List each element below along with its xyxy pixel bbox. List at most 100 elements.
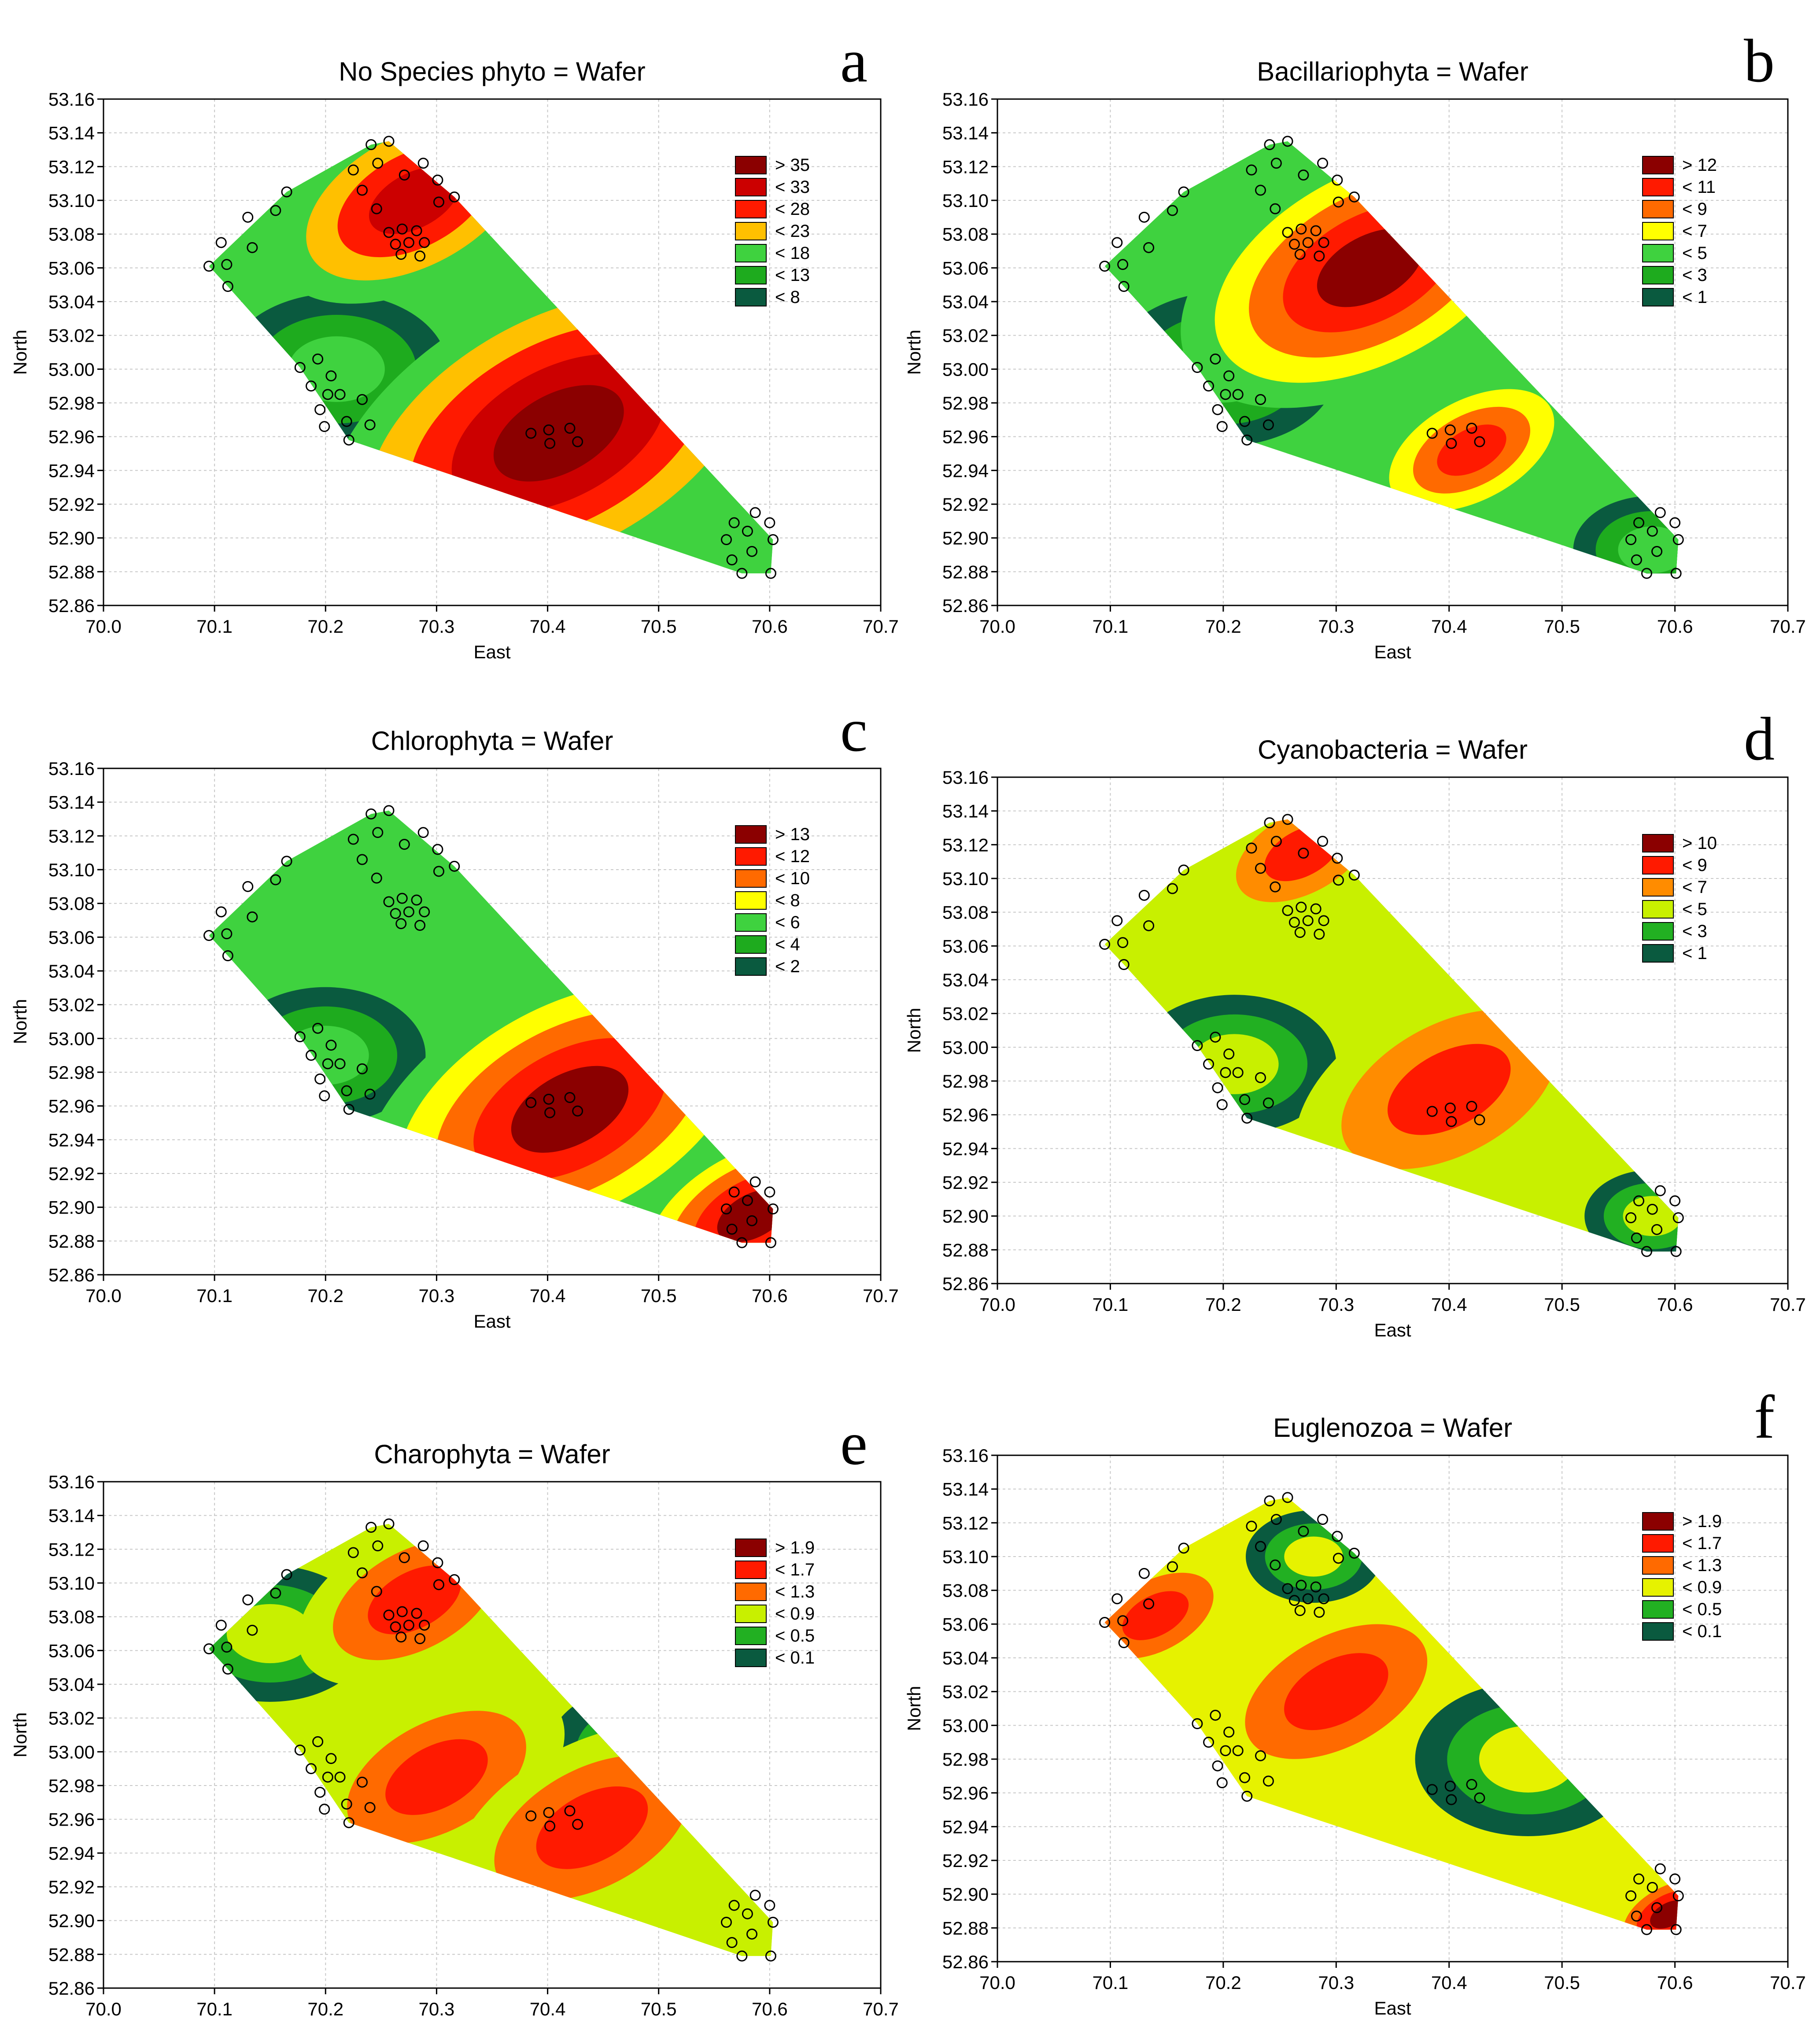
contour-band-high	[1437, 424, 1506, 476]
legend-swatch	[735, 1561, 767, 1579]
sampling-point	[203, 261, 215, 272]
sampling-point	[306, 380, 317, 392]
legend-label: < 12	[775, 847, 810, 866]
sampling-point	[1444, 1780, 1456, 1792]
x-tick-label: 70.3	[419, 1285, 455, 1306]
y-tick-label: 53.14	[48, 1505, 95, 1526]
x-tick-label: 70.4	[1431, 616, 1467, 637]
legend-label: > 12	[1682, 155, 1717, 175]
y-tick-label: 52.96	[942, 1105, 989, 1125]
x-tick-label: 70.2	[1205, 616, 1241, 637]
sampling-points	[203, 136, 779, 579]
sampling-point	[1282, 814, 1293, 825]
legend-label: < 0.1	[775, 1648, 815, 1668]
sampling-point	[764, 517, 775, 528]
sampling-point	[1264, 817, 1275, 828]
legend-swatch	[1642, 222, 1674, 240]
sampling-point	[1192, 1718, 1203, 1729]
sampling-point	[728, 1900, 740, 1911]
sampling-point	[221, 1642, 233, 1653]
contour-band-high	[368, 1565, 461, 1635]
legend-swatch	[1642, 878, 1674, 897]
sampling-point	[390, 239, 401, 250]
sampling-point	[1654, 507, 1666, 518]
sampling-point	[341, 1085, 352, 1096]
legend-swatch	[1642, 1578, 1674, 1597]
sampling-point	[1192, 1040, 1203, 1051]
y-tick-label: 53.12	[48, 826, 95, 846]
sampling-point	[270, 874, 281, 886]
sampling-point	[294, 1745, 306, 1756]
sampling-point	[1474, 1114, 1485, 1125]
plot-frame	[997, 1454, 1789, 1963]
legend-label: > 35	[775, 155, 810, 175]
legend-swatch	[735, 200, 767, 218]
legend: > 13 < 12 < 10 < 8 < 6 < 4 < 2	[735, 825, 810, 976]
x-tick-label: 70.3	[419, 616, 455, 637]
sampling-point	[1118, 281, 1130, 292]
y-tick-label: 53.10	[48, 190, 95, 211]
sampling-point	[1318, 237, 1329, 248]
contour-band-low	[1284, 1536, 1343, 1577]
sampling-point	[414, 1633, 426, 1644]
sampling-point	[1333, 874, 1344, 886]
sampling-point	[347, 834, 359, 845]
plot-frame	[997, 98, 1789, 606]
sampling-point	[395, 1631, 407, 1643]
legend-swatch	[735, 847, 767, 866]
sampling-point	[395, 918, 407, 930]
sampling-point	[1241, 1112, 1253, 1124]
sampling-point	[399, 839, 410, 850]
sampling-point	[1670, 568, 1682, 579]
x-tick-label: 70.0	[85, 1999, 122, 2019]
sampling-point	[395, 249, 407, 260]
y-tick-label: 53.06	[48, 927, 95, 948]
y-tick-label: 53.02	[48, 995, 95, 1015]
chart-title: Charophyta = Wafer	[374, 1439, 610, 1469]
sampling-point	[247, 242, 258, 253]
legend-label: < 8	[775, 891, 800, 910]
sampling-point	[1167, 1561, 1178, 1572]
legend-swatch	[735, 156, 767, 174]
x-tick-label: 70.5	[1544, 1294, 1580, 1315]
sampling-points	[203, 1518, 779, 1962]
x-tick-label: 70.7	[1770, 1294, 1806, 1315]
x-axis-label: East	[1374, 642, 1411, 662]
sampling-point	[525, 1810, 537, 1822]
sampling-point	[334, 389, 346, 400]
sampling-point	[749, 1176, 761, 1188]
legend-label: > 10	[1682, 834, 1717, 853]
contour-band-high	[1650, 1900, 1679, 1929]
legend-label: < 1.3	[775, 1582, 815, 1601]
x-tick-label: 70.6	[1657, 1972, 1693, 1993]
sampling-point	[736, 1950, 748, 1962]
sampling-point	[1466, 1779, 1477, 1790]
sampling-points	[203, 805, 779, 1248]
sampling-point	[746, 546, 758, 557]
sampling-point	[1212, 1082, 1223, 1093]
sampling-point	[319, 1090, 330, 1102]
sampling-point	[1232, 389, 1244, 400]
y-tick-label: 53.16	[942, 89, 989, 110]
y-tick-label: 52.90	[48, 528, 95, 549]
legend-label: < 1.3	[1682, 1556, 1722, 1575]
y-tick-label: 52.98	[942, 1749, 989, 1770]
sampling-point	[1296, 901, 1307, 913]
x-tick-label: 70.0	[979, 1294, 1015, 1315]
sampling-point	[1332, 852, 1343, 864]
sampling-point	[1282, 905, 1293, 916]
sampling-point	[281, 856, 292, 867]
chart-title: No Species phyto = Wafer	[339, 57, 645, 86]
sampling-point	[396, 893, 408, 904]
sampling-point	[1203, 1059, 1215, 1070]
sampling-point	[372, 158, 384, 169]
legend-swatch	[735, 891, 767, 910]
legend-label: < 4	[775, 935, 800, 954]
y-tick-label: 53.16	[942, 767, 989, 788]
sampling-point	[1138, 889, 1150, 901]
sampling-point	[1288, 1595, 1300, 1606]
sampling-point	[1210, 353, 1221, 365]
y-tick-label: 53.00	[942, 359, 989, 380]
legend-label: < 5	[1682, 244, 1707, 263]
sampling-point	[765, 568, 776, 579]
